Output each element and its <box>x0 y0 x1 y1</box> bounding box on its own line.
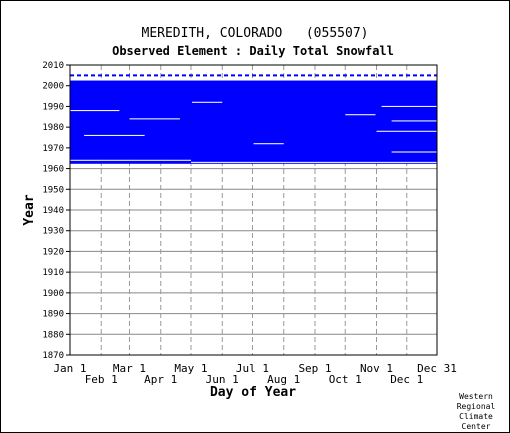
data-row-1996 <box>70 92 437 96</box>
missing-segment-1963 <box>190 161 437 163</box>
data-row-1981 <box>70 124 437 127</box>
data-row-1992 <box>70 101 437 104</box>
y-tick-label: 1950 <box>42 185 64 195</box>
missing-segment-1964 <box>70 159 191 161</box>
missing-segment-1986 <box>345 114 376 116</box>
missing-segment-1978 <box>376 130 437 132</box>
data-row-2001 <box>70 82 437 86</box>
y-tick-label: 1930 <box>42 227 64 237</box>
missing-segment-1972 <box>253 143 284 145</box>
missing-segment-1968 <box>391 151 437 153</box>
y-tick-label: 1890 <box>42 310 64 320</box>
credit-line-2: Regional <box>457 402 496 411</box>
y-axis-label: Year <box>22 194 37 225</box>
data-row-1971 <box>70 144 437 148</box>
data-row-1993 <box>70 99 437 102</box>
data-row-2002 <box>70 80 437 84</box>
y-tick-label: 2010 <box>42 61 64 71</box>
data-row-1997 <box>70 90 437 94</box>
missing-segment-1988 <box>70 110 120 112</box>
credit-line-4: Center <box>462 422 491 431</box>
x-tick-label: Jul 1 <box>236 362 269 375</box>
x-tick-label: Dec 1 <box>390 373 423 386</box>
y-axis-ticks: 2010 2000 1990 1980 1970 1960 1950 1940 1930 1920… <box>42 61 70 361</box>
y-tick-label: 1870 <box>42 351 64 361</box>
data-row-1970 <box>70 146 437 150</box>
x-tick-label: Dec 31 <box>417 362 457 375</box>
data-row-1999 <box>70 86 437 90</box>
data-marks <box>70 74 437 164</box>
x-tick-label: Sep 1 <box>298 362 331 375</box>
y-tick-label: 1880 <box>42 330 64 340</box>
data-row-1965 <box>70 157 437 160</box>
y-tick-label: 1910 <box>42 268 64 278</box>
y-tick-label: 1960 <box>42 165 64 175</box>
missing-segment-1984 <box>129 118 180 120</box>
data-row-1982 <box>70 121 437 125</box>
data-row-1967 <box>70 153 437 156</box>
data-row-1966 <box>70 155 437 158</box>
data-row-1985 <box>70 115 437 119</box>
data-row-1964 <box>70 159 437 162</box>
data-row-1988 <box>70 109 437 113</box>
x-tick-label: Aug 1 <box>267 373 300 386</box>
missing-segment-1983 <box>391 120 437 122</box>
missing-segment-1992 <box>191 101 223 103</box>
y-tick-label: 2000 <box>42 82 64 92</box>
chart-title: MEREDITH, COLORADO (055507) <box>142 26 369 41</box>
x-tick-label: Apr 1 <box>144 373 177 386</box>
x-tick-label: Jan 1 <box>53 362 86 375</box>
data-row-1998 <box>70 88 437 92</box>
data-row-1968 <box>70 150 437 154</box>
data-row-1979 <box>70 128 437 131</box>
data-row-1986 <box>70 113 437 117</box>
data-row-1983 <box>70 119 437 123</box>
y-tick-label: 1900 <box>42 289 64 299</box>
y-tick-label: 1940 <box>42 206 64 216</box>
data-row-1975 <box>70 136 437 139</box>
x-tick-label: Jun 1 <box>206 373 239 386</box>
chart-subtitle: Observed Element : Daily Total Snowfall <box>112 44 394 58</box>
missing-segment-1990 <box>381 105 437 107</box>
y-tick-label: 1990 <box>42 102 64 112</box>
missing-segment-1976 <box>84 134 145 136</box>
x-tick-label: Nov 1 <box>360 362 393 375</box>
data-row-1994 <box>70 97 437 100</box>
data-row-1978 <box>70 130 437 133</box>
data-row-2000 <box>70 84 437 88</box>
x-axis-label: Day of Year <box>210 385 296 400</box>
credit-line-3: Climate <box>459 412 493 421</box>
data-row-1991 <box>70 103 437 106</box>
data-row-1969 <box>70 148 437 152</box>
data-row-1973 <box>70 140 437 144</box>
x-tick-label: Mar 1 <box>113 362 146 375</box>
credit-line-1: Western <box>459 392 493 401</box>
x-tick-label: May 1 <box>174 362 207 375</box>
data-row-1976 <box>70 134 437 137</box>
data-row-1980 <box>70 126 437 129</box>
data-row-1989 <box>70 107 437 110</box>
data-row-1977 <box>70 132 437 135</box>
x-tick-label: Feb 1 <box>85 373 118 386</box>
y-tick-label: 1980 <box>42 123 64 133</box>
data-row-1990 <box>70 105 437 108</box>
x-tick-label: Oct 1 <box>329 373 362 386</box>
y-tick-label: 1970 <box>42 144 64 154</box>
credit-block: Western Regional Climate Center <box>457 392 496 431</box>
data-row-1987 <box>70 111 437 115</box>
data-row-1984 <box>70 117 437 121</box>
x-axis-ticks: Jan 1 Mar 1 May 1 Jul 1 Sep 1 Nov 1 Dec 31 Feb … <box>53 362 456 386</box>
data-row-1995 <box>70 95 437 98</box>
y-tick-label: 1920 <box>42 247 64 257</box>
data-row-1974 <box>70 138 437 142</box>
